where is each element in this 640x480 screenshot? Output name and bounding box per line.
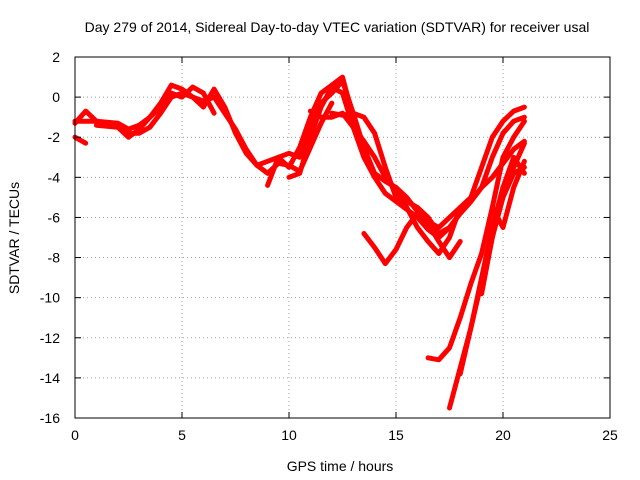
- y-tick-label: 2: [52, 49, 60, 65]
- x-axis-label: GPS time / hours: [287, 458, 394, 474]
- y-axis-tick-labels: 2 0 -2 -4 -6 -8 -10 -12 -14 -16: [40, 49, 60, 426]
- y-tick-label: 0: [52, 89, 60, 105]
- plot-frame: [74, 56, 611, 419]
- x-tick-label: 0: [71, 427, 79, 443]
- y-tick-label: -2: [48, 129, 61, 145]
- x-tick-label: 5: [178, 427, 186, 443]
- series-line-track-7: [329, 110, 527, 236]
- x-tick-label: 25: [602, 427, 618, 443]
- series-line-track-10: [425, 118, 527, 363]
- series-line-track-1: [72, 134, 89, 146]
- series-line-track-9: [361, 210, 463, 267]
- series-line-track-14: [489, 158, 527, 230]
- x-tick-label: 15: [388, 427, 404, 443]
- series-line-track-4: [93, 84, 217, 140]
- chart-title: Day 279 of 2014, Sidereal Day-to-day VTE…: [85, 19, 590, 35]
- y-tick-label: -16: [40, 410, 60, 426]
- axis-ticks: [74, 56, 611, 419]
- x-tick-label: 20: [495, 427, 511, 443]
- series-line-track-13: [479, 154, 527, 297]
- y-tick-label: -4: [48, 169, 61, 185]
- series-line-track-2: [72, 74, 356, 170]
- grid-lines: [75, 57, 610, 418]
- y-tick-label: -12: [40, 330, 60, 346]
- series-line-track-8: [307, 108, 463, 256]
- y-tick-label: -6: [48, 209, 61, 225]
- x-tick-label: 10: [281, 427, 297, 443]
- x-axis-tick-labels: 0 5 10 15 20 25: [71, 427, 618, 443]
- y-tick-label: -8: [48, 250, 61, 266]
- data-series-group: [72, 74, 527, 411]
- y-tick-label: -14: [40, 370, 60, 386]
- y-axis-label: SDTVAR / TECUs: [6, 182, 22, 294]
- y-tick-label: -10: [40, 290, 60, 306]
